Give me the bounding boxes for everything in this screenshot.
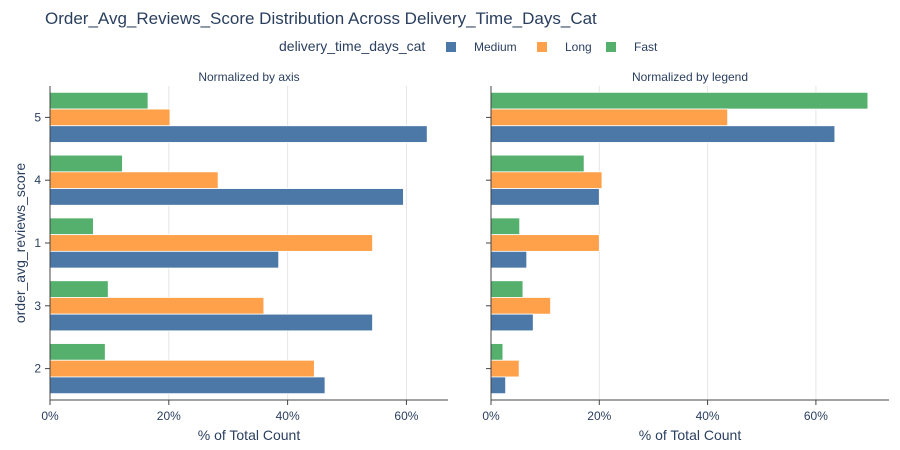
bar-medium-score-3 <box>490 313 534 332</box>
panel-normalized-by-legend: Normalized by legend 0% 20% 40% 60% % of Tota… <box>482 70 889 443</box>
y-tick-label: 3 <box>34 299 41 313</box>
bar-medium-score-3 <box>49 313 373 332</box>
bar-fast-score-3 <box>490 280 524 298</box>
bar-long-score-5 <box>49 108 171 127</box>
bar-long-score-2 <box>49 359 315 378</box>
legend-label-long: Long <box>565 40 592 54</box>
legend[interactable]: delivery_time_days_cat Medium Long Fast <box>279 38 658 54</box>
bar-fast-score-2 <box>49 343 106 361</box>
legend-item-medium[interactable]: Medium <box>446 40 517 54</box>
legend-swatch-medium <box>446 42 456 52</box>
bar-medium-score-4 <box>490 188 600 206</box>
bar-fast-score-1 <box>490 217 521 236</box>
bar-fast-score-2 <box>490 343 504 361</box>
legend-items[interactable]: Medium Long Fast <box>446 40 658 54</box>
y-tick-label: 1 <box>34 236 41 250</box>
y-tick-label: 2 <box>34 362 41 376</box>
bar-fast-score-5 <box>490 91 869 110</box>
x-tick-label: 20% <box>587 409 611 423</box>
x-tick-label: 60% <box>804 409 828 423</box>
bar-fast-score-4 <box>490 154 585 173</box>
bar-medium-score-1 <box>49 250 280 269</box>
x-axis-title: % of Total Count <box>198 427 301 443</box>
y-tick-label: 4 <box>34 173 41 187</box>
x-tick-label: 60% <box>394 409 418 423</box>
y-tick-label: 5 <box>34 110 41 124</box>
x-tick-label: 20% <box>157 409 181 423</box>
bar-long-score-3 <box>490 297 551 315</box>
legend-item-fast[interactable]: Fast <box>606 40 658 54</box>
bar-long-score-3 <box>49 297 265 315</box>
bar-fast-score-5 <box>49 91 149 110</box>
bar-long-score-5 <box>490 108 729 127</box>
bar-long-score-2 <box>490 359 520 378</box>
bar-medium-score-2 <box>490 376 507 395</box>
legend-title: delivery_time_days_cat <box>279 38 425 54</box>
legend-label-medium: Medium <box>474 40 517 54</box>
panel-subtitle: Normalized by axis <box>198 70 299 84</box>
bar-medium-score-5 <box>490 125 836 143</box>
legend-swatch-long <box>537 42 547 52</box>
x-tick-label: 40% <box>696 409 720 423</box>
bar-medium-score-1 <box>490 250 528 269</box>
bar-fast-score-4 <box>49 154 123 173</box>
x-tick-label: 0% <box>482 409 500 423</box>
legend-swatch-fast <box>606 42 616 52</box>
bar-medium-score-5 <box>49 125 428 143</box>
bar-long-score-1 <box>490 234 600 252</box>
x-tick-label: 40% <box>276 409 300 423</box>
bar-medium-score-2 <box>49 376 326 395</box>
bar-long-score-4 <box>490 171 603 189</box>
y-axis-title: order_avg_reviews_score <box>12 163 28 324</box>
bar-fast-score-3 <box>49 280 109 298</box>
x-axis-title: % of Total Count <box>639 427 742 443</box>
x-tick-label: 0% <box>41 409 59 423</box>
bar-long-score-4 <box>49 171 219 189</box>
panel-subtitle: Normalized by legend <box>632 70 748 84</box>
legend-label-fast: Fast <box>634 40 658 54</box>
legend-item-long[interactable]: Long <box>537 40 592 54</box>
bar-fast-score-1 <box>49 217 94 236</box>
bar-medium-score-4 <box>49 188 404 206</box>
bar-long-score-1 <box>49 234 373 252</box>
chart-title: Order_Avg_Reviews_Score Distribution Acr… <box>45 9 597 28</box>
